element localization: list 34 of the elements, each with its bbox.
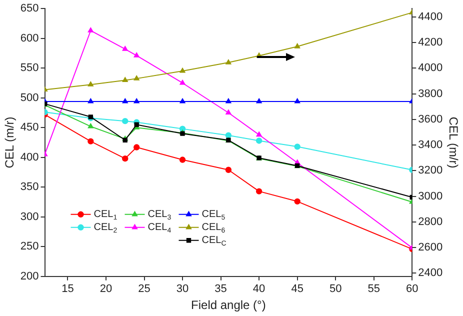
y2-tick-label: 3600 [418,113,443,126]
y2-tick-label: 3400 [418,139,443,152]
y-tick-label: 350 [20,181,39,194]
x-tick-label: 35 [214,283,227,296]
x-tick-label: 50 [329,283,342,296]
y2-axis-title: CEL (m/r) [446,116,460,168]
y2-tick-label: 3800 [418,88,443,100]
y2-tick-label: 3000 [418,190,443,202]
x-tick-label: 25 [138,283,150,296]
y-axis-title: CEL (m/r) [2,116,17,168]
x-tick-label: 45 [291,283,304,296]
y-tick-label: 200 [20,270,39,282]
y2-tick-label: 2800 [418,216,443,228]
x-tick-label: 40 [252,283,266,296]
y2-tick-label: 2600 [418,242,443,254]
y-tick-label: 300 [20,210,39,223]
y-tick-label: 550 [20,62,39,74]
x-tick-label: 30 [176,283,189,296]
x-tick-label: 55 [368,283,380,296]
x-tick-label: 60 [406,283,418,296]
y2-tick-label: 4200 [418,36,443,49]
y-tick-label: 400 [20,151,39,164]
x-tick-label: 20 [100,283,112,296]
y-tick-label: 600 [20,32,39,44]
y-tick-label: 250 [20,240,39,253]
x-axis-title: Field angle (°) [191,298,266,312]
y-tick-label: 500 [20,92,39,104]
x-tick-label: 15 [62,283,74,296]
y2-tick-label: 2400 [418,267,443,280]
y-tick-label: 650 [20,2,39,15]
y2-tick-label: 4400 [418,10,443,23]
y2-tick-label: 3200 [418,164,443,177]
y2-tick-label: 4000 [418,62,443,74]
y-tick-label: 450 [20,122,39,134]
